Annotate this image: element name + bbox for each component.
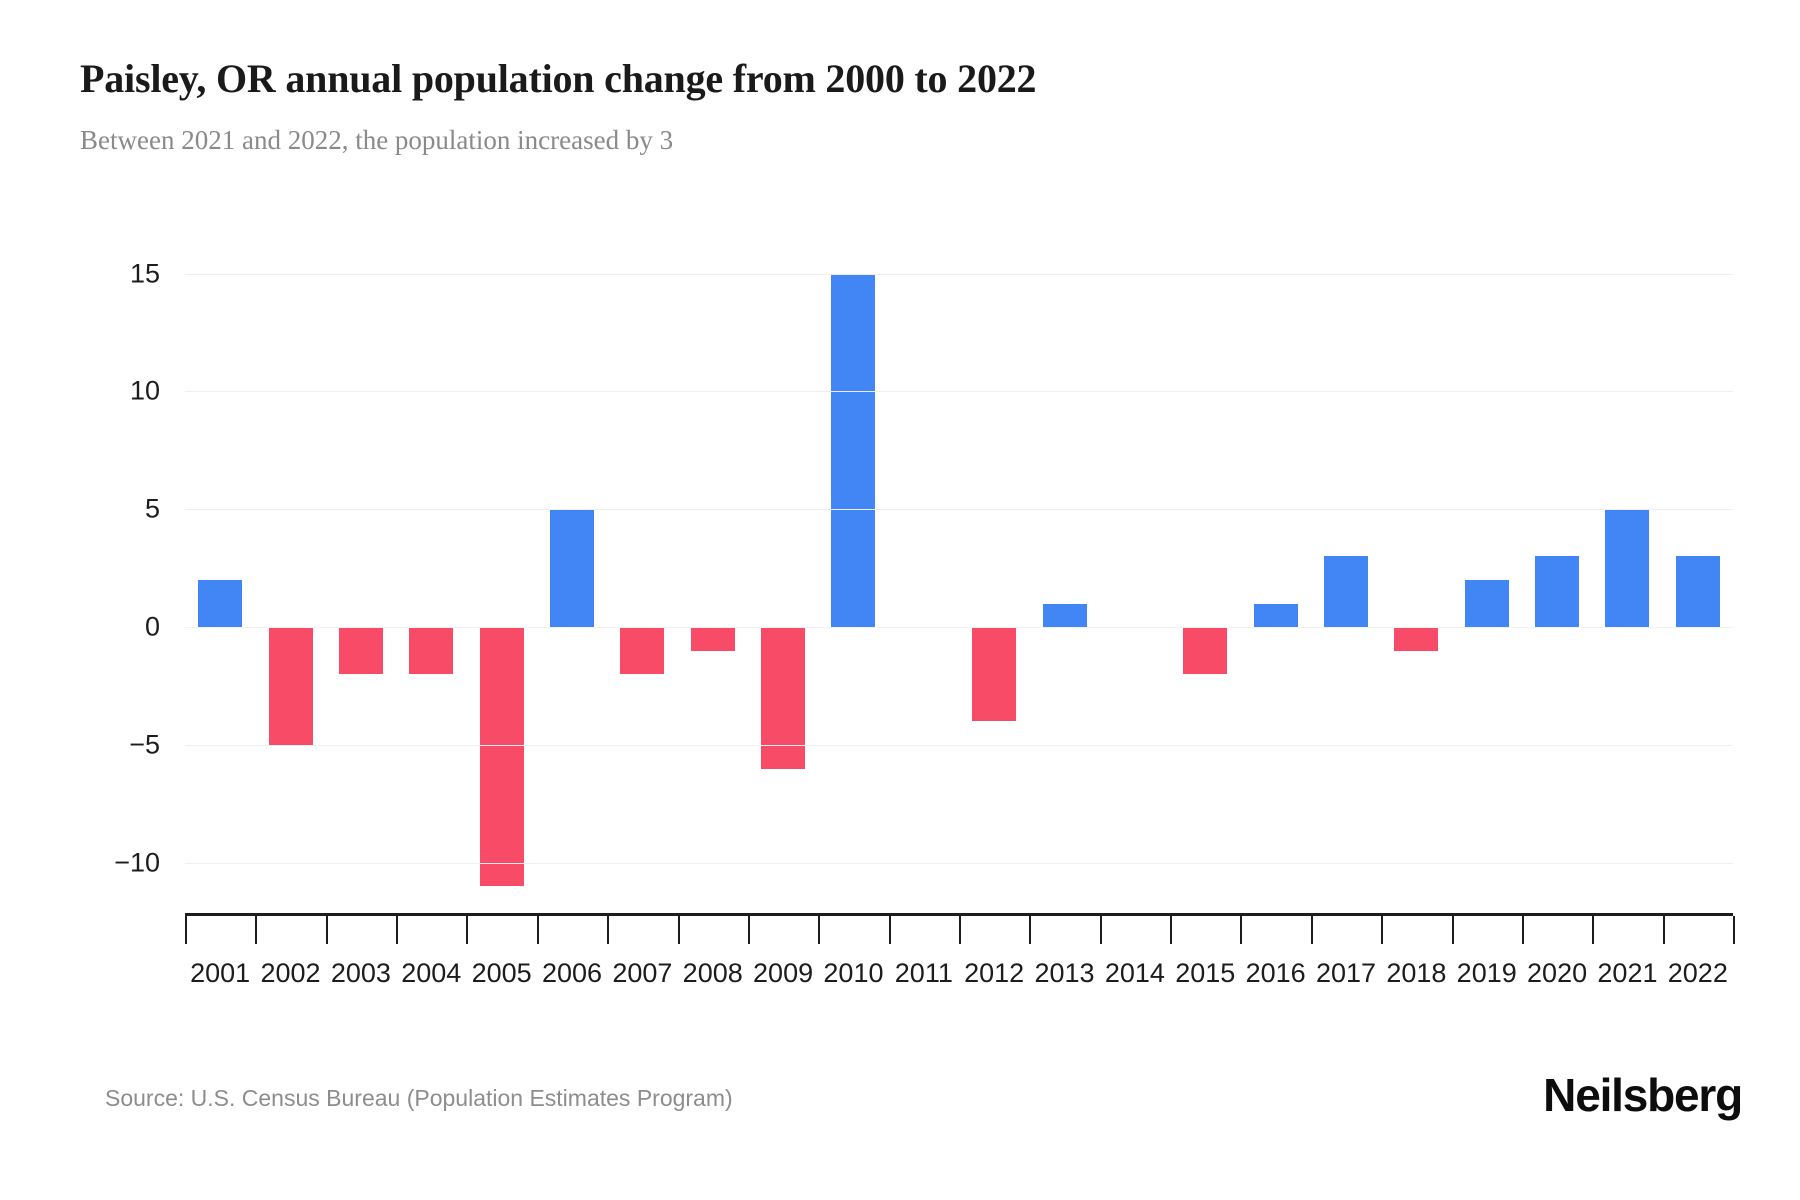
x-axis-tick	[959, 916, 961, 944]
y-axis-tick-label: 5	[144, 493, 160, 524]
x-axis-tick	[185, 916, 187, 944]
x-axis-label-2008: 2008	[682, 958, 743, 988]
bar-2002[interactable]	[268, 627, 313, 745]
x-axis-label-2018: 2018	[1386, 958, 1447, 988]
x-axis-label-2017: 2017	[1315, 958, 1377, 988]
y-axis-tick-label: −10	[114, 847, 160, 878]
x-axis-tick	[1310, 916, 1313, 944]
x-axis-label-2009: 2009	[753, 958, 814, 988]
source-note: Source: U.S. Census Bureau (Population E…	[105, 1085, 733, 1111]
bar-2022[interactable]	[1675, 556, 1720, 628]
x-axis-label-2015: 2015	[1175, 958, 1236, 988]
x-axis-label-2005: 2005	[471, 958, 532, 988]
gridline	[185, 509, 1733, 511]
x-axis-tick	[677, 916, 680, 944]
gridline	[185, 273, 1733, 275]
x-axis-tick	[1240, 916, 1243, 944]
x-axis-label-2012: 2012	[964, 958, 1025, 988]
bar-2019[interactable]	[1464, 580, 1509, 628]
bar-2016[interactable]	[1253, 603, 1298, 628]
x-axis-tick	[325, 916, 328, 944]
x-axis-label-2001: 2001	[190, 958, 251, 988]
x-axis-tick	[396, 916, 399, 944]
x-axis-label-2010: 2010	[823, 958, 884, 988]
gridline	[185, 862, 1733, 864]
chart-subtitle: Between 2021 and 2022, the population in…	[80, 125, 674, 155]
x-axis-label-2022: 2022	[1667, 958, 1728, 988]
x-axis-tick	[1733, 916, 1735, 944]
y-axis-tick-label: 10	[129, 375, 160, 406]
bar-2006[interactable]	[550, 509, 594, 628]
bar-2017[interactable]	[1324, 556, 1368, 628]
bar-series	[185, 250, 1733, 910]
x-axis-label-2014: 2014	[1104, 958, 1165, 988]
gridline	[185, 745, 1733, 746]
bar-2010[interactable]	[831, 273, 876, 628]
bar-2007[interactable]	[620, 627, 665, 675]
bar-2009[interactable]	[761, 627, 806, 769]
bar-2008[interactable]	[690, 627, 735, 651]
bar-2001[interactable]	[198, 580, 243, 628]
x-axis-tick	[1451, 916, 1454, 944]
bar-2015[interactable]	[1183, 627, 1228, 675]
bar-2020[interactable]	[1535, 556, 1580, 628]
x-axis-tick	[255, 916, 258, 944]
x-axis-label-2016: 2016	[1245, 958, 1306, 988]
gridline	[185, 391, 1733, 393]
bar-2012[interactable]	[972, 627, 1017, 722]
x-axis-label-2006: 2006	[541, 958, 603, 988]
x-axis-line	[185, 913, 1733, 916]
bar-2005[interactable]	[479, 627, 524, 887]
x-axis-label-2002: 2002	[260, 958, 321, 988]
bar-2013[interactable]	[1042, 603, 1087, 628]
bar-2018[interactable]	[1394, 627, 1439, 651]
x-axis-label-2021: 2021	[1597, 958, 1658, 988]
x-axis-label-2003: 2003	[330, 958, 391, 988]
bar-2004[interactable]	[409, 627, 454, 675]
x-axis-tick	[1381, 916, 1384, 944]
x-axis-tick	[1029, 916, 1032, 944]
x-axis-tick	[1662, 916, 1665, 944]
plot-area: 15 10 5 0 −5 −10	[114, 250, 1733, 910]
y-axis-tick-label: 15	[129, 258, 160, 289]
x-axis-tick	[888, 916, 891, 944]
gridline	[185, 627, 1733, 629]
brand-logo: Neilsberg	[1543, 1069, 1743, 1121]
y-axis-tick-label: −5	[129, 729, 160, 760]
x-axis-label-2019: 2019	[1456, 958, 1517, 988]
x-axis-tick	[536, 916, 539, 944]
x-axis-tick	[607, 916, 610, 944]
x-axis-tick	[1170, 916, 1173, 944]
x-axis-label-2004: 2004	[401, 958, 462, 988]
x-axis-tick	[466, 916, 469, 944]
x-axis-label-2007: 2007	[612, 958, 673, 988]
bar-2003[interactable]	[338, 627, 383, 675]
x-axis-label-2020: 2020	[1527, 958, 1588, 988]
x-axis-tick	[1592, 916, 1595, 944]
x-axis-tick	[747, 916, 750, 944]
y-axis-tick-label: 0	[144, 611, 160, 642]
x-axis-label-2011: 2011	[894, 958, 953, 988]
bar-2021[interactable]	[1605, 509, 1650, 628]
x-axis-tick	[1521, 916, 1524, 944]
x-axis-label-2013: 2013	[1034, 958, 1095, 988]
page-title: Paisley, OR annual population change fro…	[80, 56, 1037, 101]
x-axis-tick	[1099, 916, 1102, 944]
x-axis-tick	[818, 916, 821, 944]
